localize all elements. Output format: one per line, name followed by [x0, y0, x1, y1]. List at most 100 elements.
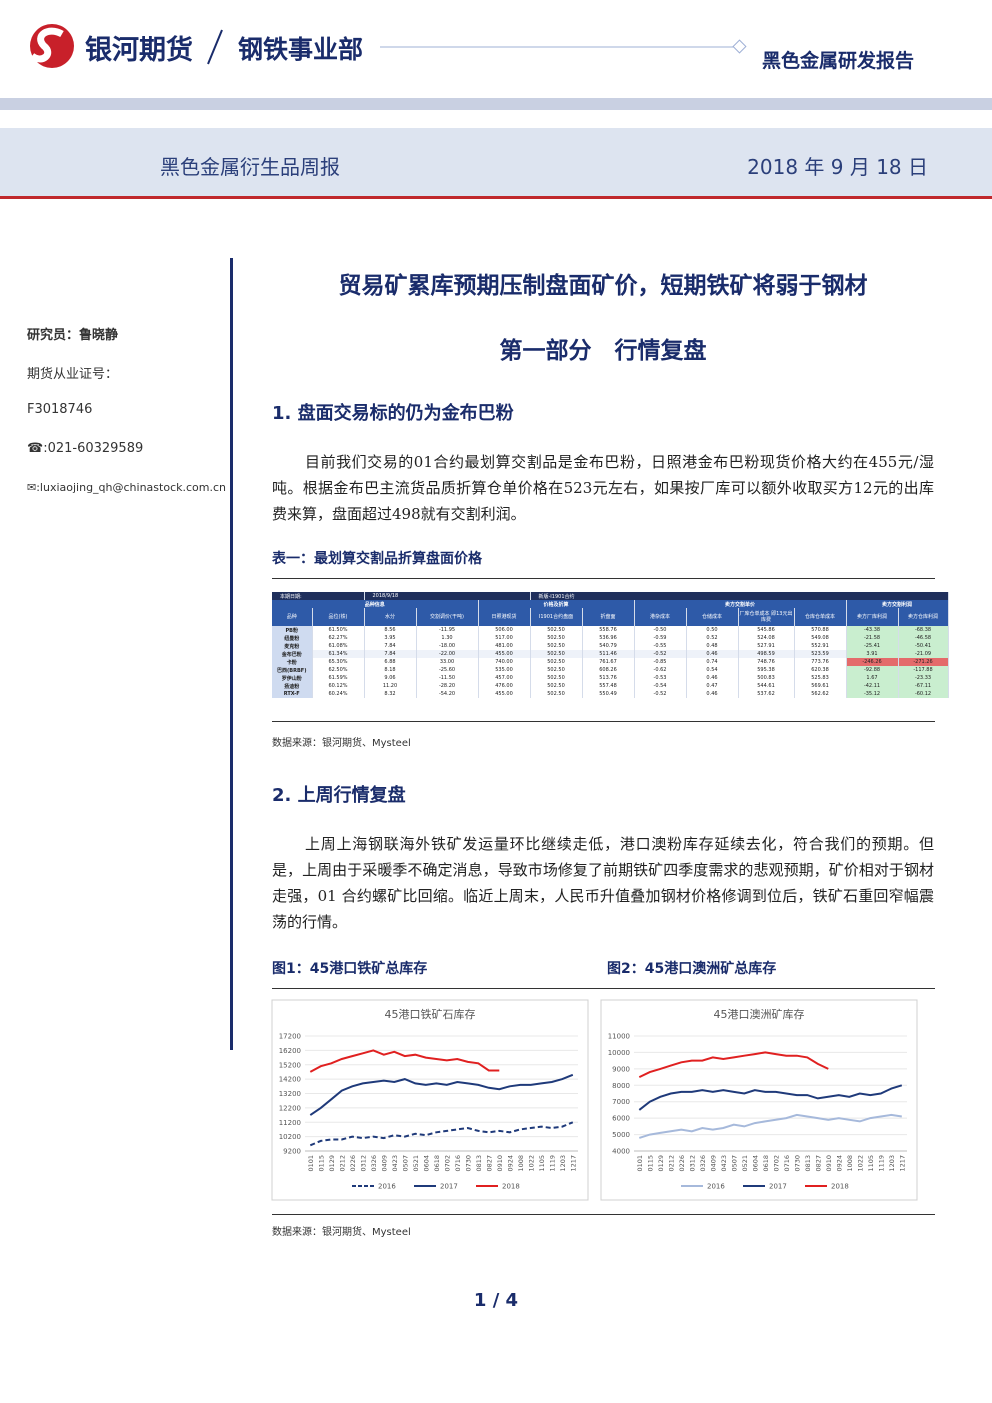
x-tick-label: 1203: [888, 1155, 896, 1172]
table-cell: -54.20: [416, 690, 479, 698]
x-tick-label: 0702: [772, 1155, 780, 1172]
table-cell: -67.11: [898, 682, 949, 690]
table-cell: 3.91: [846, 650, 899, 658]
phone: ☎:021-60329589: [27, 441, 144, 456]
table-cell: 620.38: [794, 666, 847, 674]
table-cell: 0.46: [686, 650, 739, 658]
table-cell: 544.61: [738, 682, 795, 690]
table-cell: -42.11: [846, 682, 899, 690]
x-tick-label: 0226: [349, 1155, 357, 1172]
table-cell: 61.59%: [312, 674, 365, 682]
table-cell: 61.34%: [312, 650, 365, 658]
x-tick-label: 1203: [559, 1155, 567, 1172]
table-cell: 562.62: [794, 690, 847, 698]
column-header: 厂库仓单成本 即13元出库费: [738, 608, 795, 626]
table-cell: -28.20: [416, 682, 479, 690]
x-tick-label: 0326: [370, 1155, 378, 1172]
column-header: 品位(铁): [312, 608, 365, 626]
table-row: 巴西(BRBF) 62.50% 8.18 -25.60 535.00 502.50 608.…: [272, 666, 949, 674]
x-tick-label: 1105: [867, 1155, 875, 1172]
x-tick-label: 0618: [762, 1155, 770, 1172]
table-cell: -0.85: [634, 658, 687, 666]
y-tick-label: 4000: [612, 1148, 630, 1156]
table-row: RTX-F 60.24% 8.32 -54.20 455.00 502.50 550.49-…: [272, 690, 949, 698]
column-header: 仓库仓单成本: [794, 608, 847, 626]
x-tick-label: 0730: [464, 1155, 472, 1172]
legend-label: 2018: [831, 1183, 849, 1191]
table-cell: -22.00: [416, 650, 479, 658]
table-source: 数据来源：银河期货、Mysteel: [272, 738, 411, 749]
table-cell: 524.08: [738, 634, 795, 642]
charts: 45港口铁矿石库存 9200 10200 11200 12200 13200 14200 15…: [271, 999, 918, 1201]
diamond: [732, 39, 747, 54]
table-cell: -18.00: [416, 642, 479, 650]
x-tick-label: 0924: [835, 1155, 843, 1172]
section-heading: 1. 盘面交易标的仍为金布巴粉: [272, 403, 514, 424]
sidebar-rule: [230, 258, 233, 1050]
table-cell: 595.38: [738, 666, 795, 674]
meta-cell: 新版-I1901合约: [530, 592, 949, 600]
report-type: 黑色金属研发报告: [762, 50, 915, 72]
series-line: [309, 1073, 574, 1116]
y-tick-label: 17200: [279, 1033, 301, 1041]
table-cell: 540.79: [582, 642, 635, 650]
column-header: 折盘面: [582, 608, 635, 626]
header-band: [0, 98, 992, 110]
table-cell: 0.48: [686, 642, 739, 650]
column-header: 仓储成本: [686, 608, 739, 626]
table-cell: 0.46: [686, 674, 739, 682]
table-cell: -11.95: [416, 626, 479, 634]
column-header: 交割调价(干吨): [416, 608, 479, 626]
table-cell: 62.50%: [312, 666, 365, 674]
table-cell: 0.47: [686, 682, 739, 690]
series-line: [309, 1049, 500, 1073]
table-cell: -0.55: [634, 642, 687, 650]
x-tick-label: 0910: [825, 1155, 833, 1172]
column-header: 水分: [364, 608, 417, 626]
y-tick-label: 7000: [612, 1098, 630, 1106]
x-tick-label: 0409: [709, 1155, 717, 1172]
banner: [0, 128, 992, 196]
data-table: 本期日期: 2018/9/18 新版-I1901合约 品种信息 价格及折算 卖方交割单价卖…: [272, 592, 949, 698]
table-cell: 457.00: [478, 674, 531, 682]
table-cell: 60.24%: [312, 690, 365, 698]
divider: [207, 29, 223, 65]
y-tick-label: 5000: [612, 1131, 630, 1139]
x-tick-label: 0312: [359, 1155, 367, 1172]
meta-cell: 本期日期:: [272, 592, 365, 600]
x-tick-label: 0115: [646, 1155, 654, 1172]
table-cell: -35.12: [846, 690, 899, 698]
column-header: 港杂成本: [634, 608, 687, 626]
x-tick-label: 0716: [783, 1155, 791, 1172]
x-tick-label: 0101: [307, 1155, 315, 1172]
legend-label: 2017: [769, 1183, 787, 1191]
x-tick-label: 1217: [569, 1155, 577, 1172]
table-cell: 0.46: [686, 690, 739, 698]
table-cell: 65.30%: [312, 658, 365, 666]
table-cell: -246.26: [846, 658, 899, 666]
table-cell: -0.52: [634, 690, 687, 698]
x-tick-label: 0521: [741, 1155, 749, 1172]
x-tick-label: 1008: [517, 1155, 525, 1172]
figure-caption: 图1：45港口铁矿总库存: [272, 961, 428, 977]
table-cell: 740.00: [478, 658, 531, 666]
table-cell: 扬迪粉: [272, 682, 313, 690]
meta-cell: 2018/9/18: [364, 592, 531, 600]
table-cell: 33.00: [416, 658, 479, 666]
column-header: 卖方厂库利润: [846, 608, 899, 626]
table-cell: -21.58: [846, 634, 899, 642]
group-cell: 价格及折算: [478, 600, 635, 608]
x-tick-label: 0409: [380, 1155, 388, 1172]
table-row: 金布巴粉 61.34% 7.84 -22.00 455.00 502.50 511.46 -0…: [272, 650, 949, 658]
analyst: 研究员：鲁晓静: [27, 328, 119, 343]
legend-label: 2016: [378, 1183, 396, 1191]
figure-caption: 图2：45港口澳洲矿总库存: [607, 961, 777, 977]
table-cell: 455.00: [478, 650, 531, 658]
section-heading: 2. 上周行情复盘: [272, 785, 406, 806]
table-cell: 61.08%: [312, 642, 365, 650]
table-cell: -23.33: [898, 674, 949, 682]
table-cell: 481.00: [478, 642, 531, 650]
table-cell: 506.00: [478, 626, 531, 634]
table-row: 卡粉 65.30% 6.88 33.00 740.00 502.50 761.67 -0.85…: [272, 658, 949, 666]
x-tick-label: 0129: [657, 1155, 665, 1172]
